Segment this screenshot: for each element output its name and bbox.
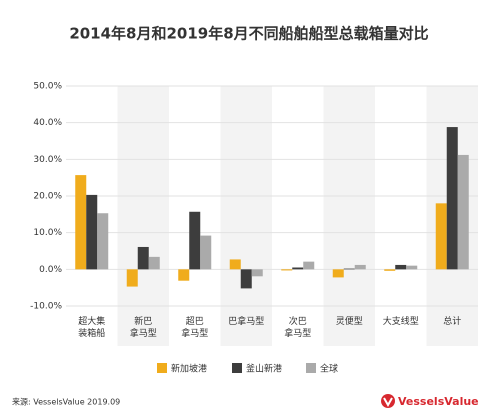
bar [200, 235, 212, 270]
x-tick-label: 总计 [443, 317, 462, 327]
y-tick-label: 30.0% [33, 155, 62, 165]
logo-icon [381, 394, 395, 408]
bar [281, 269, 293, 271]
bar [148, 256, 160, 270]
y-tick-label: 50.0% [33, 82, 62, 92]
bar [178, 269, 190, 281]
bar [395, 264, 407, 270]
bar [332, 269, 344, 278]
bar [75, 175, 87, 270]
bar [435, 203, 447, 270]
bar [406, 265, 418, 270]
x-tick-label: 巴拿马型 [228, 317, 265, 327]
x-tick-label: 超大集 装箱船 [78, 317, 106, 339]
bar [354, 264, 366, 270]
x-tick-label: 超巴 拿马型 [181, 317, 209, 339]
y-tick-label: 10.0% [33, 228, 62, 238]
y-tick-label: 40.0% [33, 118, 62, 128]
y-tick-label: 20.0% [33, 192, 62, 202]
bar [303, 261, 315, 270]
y-tick-label: 0.0% [39, 265, 62, 275]
bar [384, 269, 396, 271]
bar [229, 259, 241, 270]
source: 来源: VesselsValue 2019.09 [12, 398, 120, 407]
logo: VesselsValue [398, 395, 479, 408]
bar [343, 268, 355, 270]
bar [137, 246, 149, 270]
bar [97, 213, 109, 270]
band-shade [220, 86, 272, 346]
y-tick-label: -10.0% [30, 302, 62, 312]
bar [86, 194, 98, 270]
x-tick-label: 大支线型 [382, 317, 419, 327]
chart-title: 2014年8月和2019年8月不同船舶船型总载箱量对比 [69, 25, 428, 43]
bar [189, 211, 201, 270]
bar [446, 127, 458, 270]
legend-swatch [157, 363, 167, 373]
x-tick-label: 新巴 拿马型 [129, 317, 157, 339]
band-shade [323, 86, 375, 346]
bar [457, 154, 469, 270]
bar [240, 269, 252, 289]
x-tick-label: 次巴 拿马型 [284, 317, 312, 339]
bar [292, 267, 304, 270]
legend-swatch [306, 363, 316, 373]
bar [251, 269, 263, 277]
x-tick-label: 灵便型 [335, 317, 363, 327]
band-shade [117, 86, 169, 346]
legend-label: 全球 [320, 363, 338, 375]
legend-label: 釜山新港 [246, 363, 282, 375]
legend-label: 新加坡港 [171, 363, 207, 375]
legend-swatch [232, 363, 242, 373]
bar [126, 269, 138, 287]
